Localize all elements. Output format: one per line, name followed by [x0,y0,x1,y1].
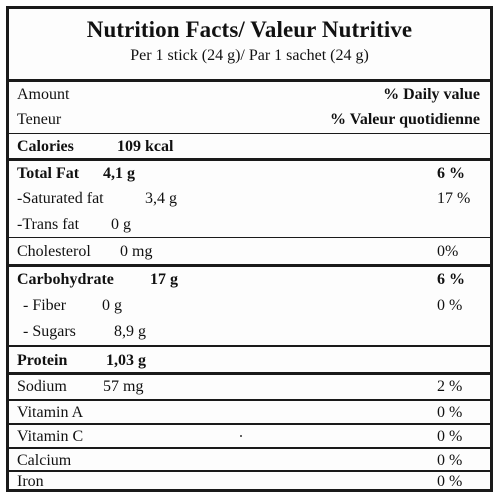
vitamin-a-label: Vitamin A [17,404,84,421]
saturated-fat-dv: 17 % [437,190,471,207]
iron-row: Iron 0 % [9,470,490,491]
cholesterol-row: Cholesterol 0 mg 0% [9,237,490,265]
cholesterol-amount: 0 mg [120,242,153,260]
nutrition-facts-label: Nutrition Facts/ Valeur Nutritive Per 1 … [6,6,493,492]
vitamin-c-label: Vitamin C [17,428,84,445]
trans-fat-label: -Trans fat [17,215,80,233]
column-header-fr: Teneur % Valeur quotidienne [9,107,490,133]
saturated-fat-amount: 3,4 g [145,190,177,207]
thick-divider [9,264,490,267]
valeur-quotidienne-heading: % Valeur quotidienne [330,111,480,128]
calories-row: Calories 109 kcal [9,133,490,159]
label-title: Nutrition Facts/ Valeur Nutritive [86,17,413,42]
carbohydrate-label: Carbohydrate [17,271,114,288]
cholesterol-label: Cholesterol [17,242,91,260]
total-fat-label: Total Fat [17,164,80,182]
sodium-dv: 2 % [437,378,463,395]
print-speck [240,435,242,437]
thick-divider [9,158,490,161]
vitamin-c-dv: 0 % [437,428,463,445]
saturated-fat-row: -Saturated fat 3,4 g 17 % [9,186,490,212]
carbohydrate-amount: 17 g [150,271,178,288]
sugars-row: - Sugars 8,9 g [9,319,490,345]
sodium-amount: 57 mg [103,378,144,395]
carbohydrate-row: Carbohydrate 17 g 6 % [9,267,490,293]
total-fat-dv: 6 % [437,164,465,182]
trans-fat-row: -Trans fat 0 g [9,212,490,237]
fiber-label: - Fiber [23,297,67,314]
trans-fat-amount: 0 g [111,215,131,233]
saturated-fat-label: -Saturated fat [17,190,104,207]
vitamin-a-dv: 0 % [437,404,463,421]
total-fat-amount: 4,1 g [103,164,135,182]
calories-amount: 109 kcal [117,137,174,155]
fiber-row: - Fiber 0 g 0 % [9,293,490,319]
calories-label: Calories [17,137,74,155]
column-header-en: Amount % Daily value [9,82,490,107]
sodium-row: Sodium 57 mg 2 % [9,375,490,399]
sugars-amount: 8,9 g [114,323,146,340]
vitamin-a-row: Vitamin A 0 % [9,399,490,425]
amount-heading: Amount [17,85,70,103]
sugars-label: - Sugars [23,323,76,340]
thick-divider [9,372,490,375]
vitamin-c-row: Vitamin C 0 % [9,423,490,449]
iron-dv: 0 % [437,472,463,490]
protein-row: Protein 1,03 g [9,345,490,374]
calcium-label: Calcium [17,451,72,469]
protein-amount: 1,03 g [106,351,146,369]
carbohydrate-dv: 6 % [437,271,465,288]
calcium-row: Calcium 0 % [9,447,490,472]
teneur-heading: Teneur [17,111,62,128]
calcium-dv: 0 % [437,451,463,469]
label-header: Nutrition Facts/ Valeur Nutritive Per 1 … [9,9,490,79]
thick-divider [9,79,490,82]
cholesterol-dv: 0% [437,242,459,260]
fiber-dv: 0 % [437,297,463,314]
daily-value-heading: % Daily value [383,85,480,103]
serving-size: Per 1 stick (24 g)/ Par 1 sachet (24 g) [130,47,369,64]
iron-label: Iron [17,472,44,490]
total-fat-row: Total Fat 4,1 g 6 % [9,161,490,186]
sodium-label: Sodium [17,378,67,395]
fiber-amount: 0 g [102,297,122,314]
protein-label: Protein [17,351,68,369]
